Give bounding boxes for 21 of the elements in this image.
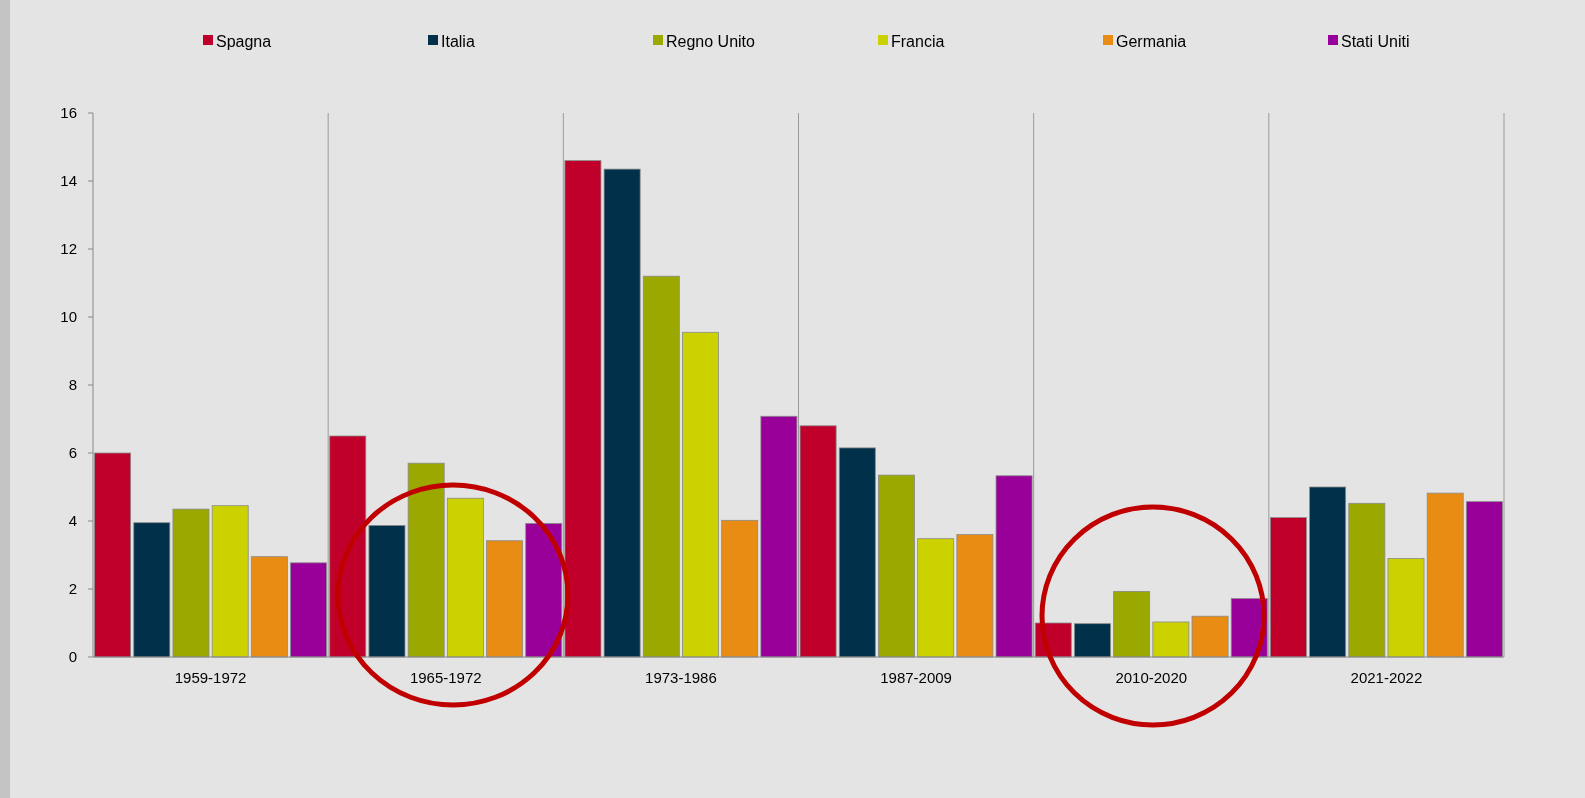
x-tick-label: 1965-1972 bbox=[409, 669, 482, 686]
y-tick-label: 0 bbox=[68, 648, 77, 666]
x-tick-label: 2021-2022 bbox=[1350, 669, 1423, 686]
x-tick-label: 1959-1972 bbox=[174, 669, 247, 686]
y-tick-label: 16 bbox=[60, 104, 77, 122]
x-tick-label: 1987-2009 bbox=[880, 669, 952, 686]
y-tick-label: 4 bbox=[68, 512, 77, 530]
legend-label: Francia bbox=[891, 32, 945, 50]
y-tick-label: 6 bbox=[68, 444, 77, 462]
legend-label: Regno Unito bbox=[666, 32, 756, 50]
legend-label: Spagna bbox=[216, 32, 272, 50]
legend-label: Stati Uniti bbox=[1341, 32, 1410, 50]
legend-label: Germania bbox=[1116, 32, 1187, 50]
y-tick-label: 10 bbox=[60, 308, 77, 326]
x-tick-label: 1973-1986 bbox=[645, 669, 717, 686]
y-tick-label: 14 bbox=[60, 172, 77, 190]
y-tick-label: 8 bbox=[68, 376, 77, 394]
x-tick-label: 2010-2020 bbox=[1115, 669, 1188, 686]
y-tick-label: 12 bbox=[60, 240, 77, 258]
legend-label: Italia bbox=[441, 32, 475, 50]
y-tick-label: 2 bbox=[68, 580, 77, 598]
